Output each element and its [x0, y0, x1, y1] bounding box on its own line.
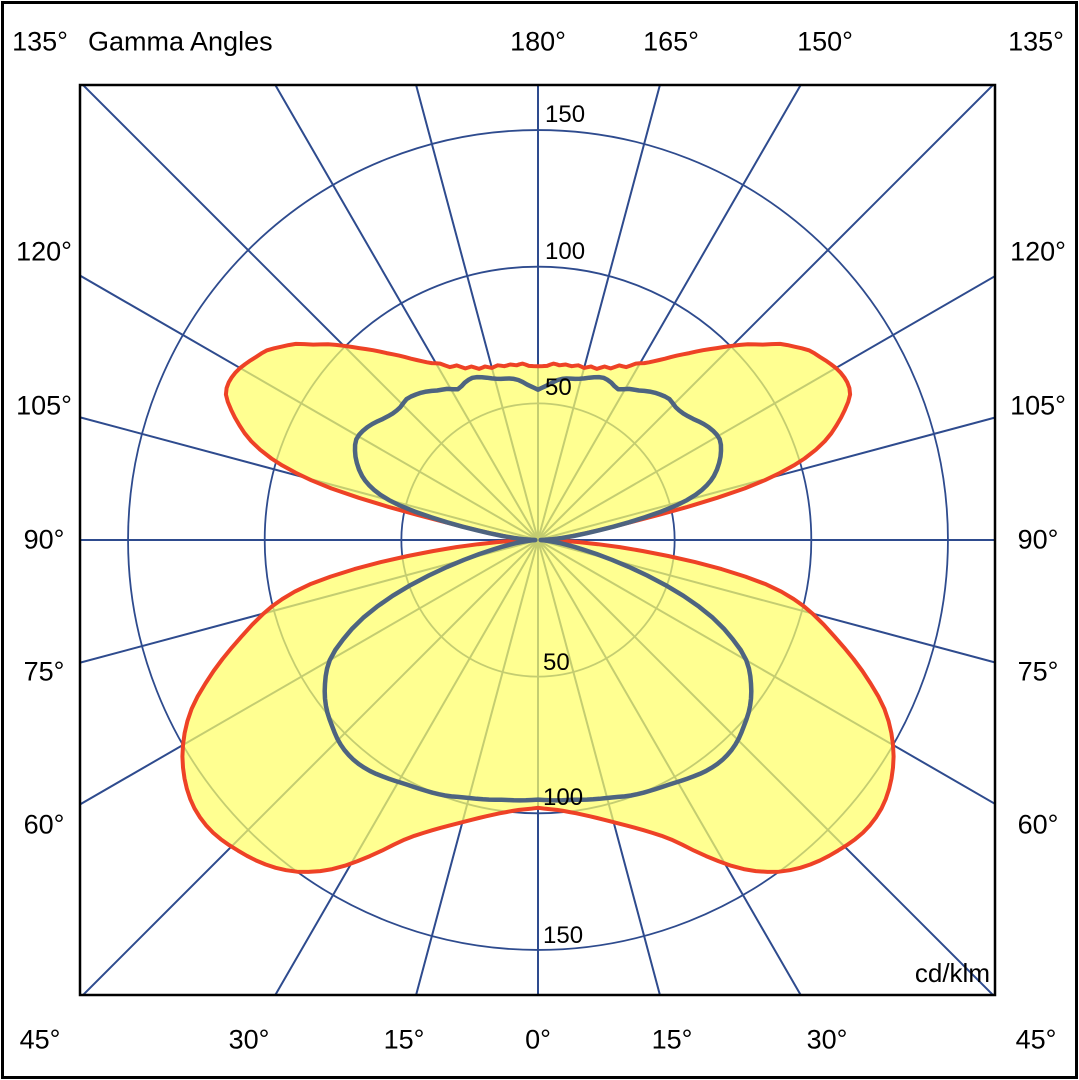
- gamma-angle-label-top: 180°: [510, 26, 566, 57]
- gamma-angle-label-bottom: 15°: [651, 1024, 693, 1055]
- gamma-angle-label-top: 165°: [643, 26, 699, 57]
- gamma-angle-label-bottom: 30°: [806, 1024, 848, 1055]
- gamma-angle-label-left: 60°: [23, 809, 65, 840]
- gamma-angle-label-top: 150°: [797, 26, 853, 57]
- gamma-angle-label-right: 105°: [1010, 390, 1066, 421]
- radius-scale-label: 150: [545, 101, 586, 128]
- plot-frame: [78, 83, 997, 997]
- gamma-angle-label-right: 60°: [1017, 809, 1059, 840]
- gamma-angle-label-left: 105°: [16, 390, 72, 421]
- radius-scale-label: 150: [543, 922, 584, 949]
- gamma-angle-label-bottom: 45°: [1015, 1024, 1057, 1055]
- gamma-angle-label-bottom: 15°: [383, 1024, 425, 1055]
- gamma-angle-label-bottom: 0°: [525, 1024, 551, 1055]
- gamma-angle-label-left: 75°: [23, 656, 65, 687]
- gamma-angle-label-left: 120°: [16, 236, 72, 267]
- gamma-angle-label-right: 120°: [1010, 236, 1066, 267]
- curve-c0-c180: [180, 341, 896, 874]
- radius-scale-label: 100: [545, 238, 586, 265]
- unit-label: cd/klm: [914, 958, 990, 988]
- gamma-angle-label-top: 135°: [1008, 26, 1064, 57]
- gamma-angle-label-bottom: 30°: [228, 1024, 270, 1055]
- gamma-angle-label-bottom: 45°: [19, 1024, 61, 1055]
- gamma-angle-label-right: 75°: [1017, 656, 1059, 687]
- radius-scale-label: 50: [545, 374, 572, 401]
- radius-scale-label: 100: [543, 784, 584, 811]
- radius-scale-label: 50: [543, 649, 570, 676]
- curve-c90-c270: [322, 374, 754, 803]
- gamma-angle-label-top: 135°: [12, 26, 68, 57]
- gamma-angle-label-left: 90°: [23, 524, 65, 555]
- chart-title: Gamma Angles: [88, 26, 273, 57]
- gamma-angle-label-right: 90°: [1017, 524, 1059, 555]
